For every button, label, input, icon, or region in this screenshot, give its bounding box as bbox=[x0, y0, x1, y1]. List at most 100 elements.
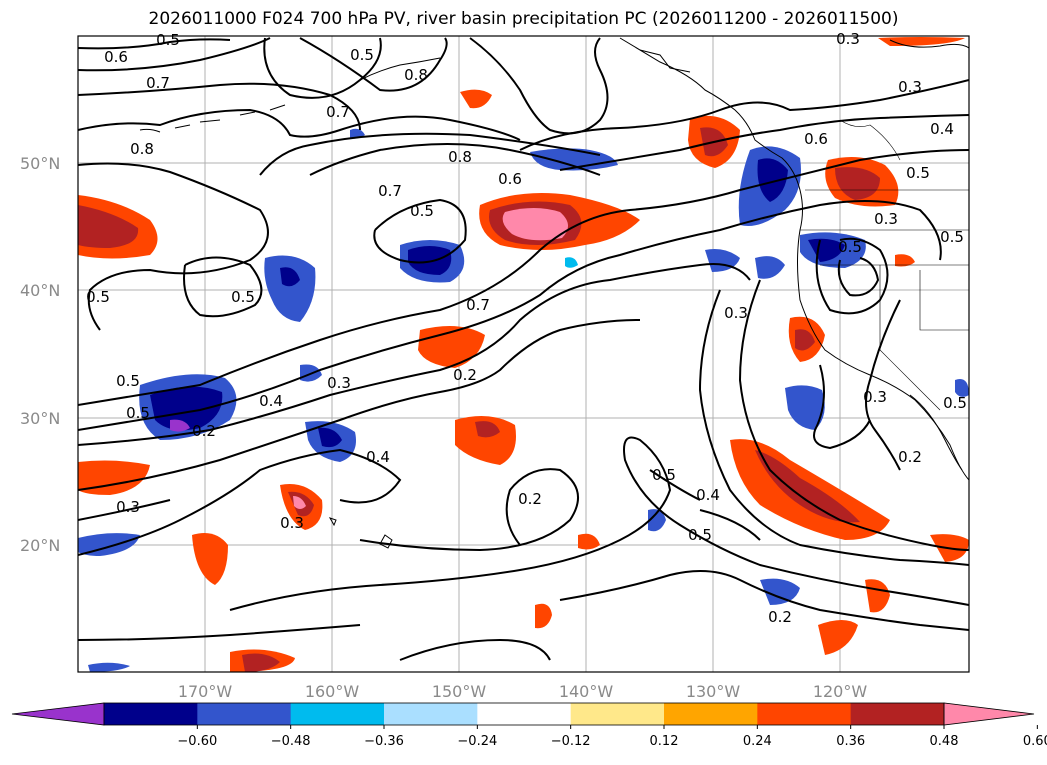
lon-label-130w: 130°W bbox=[686, 682, 741, 701]
pv-contour bbox=[78, 263, 751, 446]
contour-label: 0.3 bbox=[898, 78, 922, 96]
precip-blob bbox=[578, 533, 600, 550]
pv-contour bbox=[78, 162, 269, 331]
precip-blob bbox=[895, 254, 915, 267]
pv-contour bbox=[78, 37, 271, 72]
precip-blob bbox=[475, 421, 500, 438]
pv-contour bbox=[78, 319, 641, 491]
colorbar-tick-label: 0.48 bbox=[930, 734, 959, 749]
colorbar-segment bbox=[197, 703, 292, 725]
contour-label: 0.2 bbox=[768, 608, 792, 626]
boundary bbox=[879, 265, 941, 411]
boundary bbox=[839, 119, 901, 161]
lon-label-160w: 160°W bbox=[305, 682, 360, 701]
contour-label: 0.7 bbox=[326, 103, 350, 121]
precip-blob bbox=[318, 427, 342, 448]
contour-label: 0.4 bbox=[259, 392, 283, 410]
colorbar: −0.60 −0.48 −0.36 −0.24 −0.12 0.12 0.24 0.36 0.4… bbox=[11, 702, 1047, 749]
colorbar-segment bbox=[664, 703, 758, 725]
colorbar-segment bbox=[757, 703, 852, 725]
precip-blob bbox=[535, 603, 552, 629]
precip-blob bbox=[955, 379, 969, 397]
colorbar-tick-label: −0.48 bbox=[271, 734, 311, 749]
contour-label: 0.5 bbox=[943, 394, 967, 412]
pv-contour bbox=[78, 108, 521, 141]
pv-contour bbox=[649, 469, 761, 541]
precip-blob bbox=[192, 532, 228, 585]
contour-label: 0.8 bbox=[404, 66, 428, 84]
pv-contour bbox=[373, 198, 467, 264]
colorbar-tick-label: −0.12 bbox=[551, 734, 591, 749]
pv-contour bbox=[359, 468, 579, 552]
precip-blob bbox=[818, 620, 858, 655]
pv-contour bbox=[865, 299, 901, 471]
pv-contour bbox=[78, 200, 942, 431]
coastline bbox=[909, 394, 963, 471]
colorbar-frame bbox=[103, 702, 945, 726]
pv-contour bbox=[837, 257, 880, 297]
colorbar-segment bbox=[290, 703, 385, 725]
pv-contour bbox=[813, 364, 871, 450]
lon-label-150w: 150°W bbox=[432, 682, 487, 701]
coastline bbox=[889, 39, 969, 49]
pv-contour bbox=[815, 237, 889, 315]
lon-label-120w: 120°W bbox=[813, 682, 868, 701]
pv-contour bbox=[78, 82, 361, 131]
pv-contour bbox=[78, 38, 231, 50]
colorbar-tick-label: −0.60 bbox=[177, 734, 217, 749]
lon-label-140w: 140°W bbox=[559, 682, 614, 701]
precip-blob bbox=[455, 416, 516, 465]
contour-label: 0.5 bbox=[350, 46, 374, 64]
contour-label: 0.5 bbox=[86, 288, 110, 306]
contour-label: 0.8 bbox=[130, 140, 154, 158]
pv-contour bbox=[259, 132, 601, 176]
pv-contour bbox=[399, 638, 551, 661]
contour-label: 0.4 bbox=[930, 120, 954, 138]
map-frame bbox=[77, 35, 970, 673]
coastline bbox=[328, 517, 337, 527]
colorbar-segment bbox=[477, 703, 572, 725]
contour-label-group: 0.5 0.6 0.7 0.8 0.7 0.8 0.7 0.5 0.8 0.6 0.3 0.3 0.6 0… bbox=[86, 30, 967, 626]
pv-contour bbox=[78, 624, 361, 641]
contour-label: 0.3 bbox=[836, 30, 860, 48]
precip-blob bbox=[785, 385, 825, 430]
precip-blob bbox=[242, 653, 280, 672]
contour-label: 0.2 bbox=[453, 366, 477, 384]
pv-contour bbox=[263, 37, 382, 99]
coastlines bbox=[139, 37, 969, 549]
contour-label: 0.6 bbox=[804, 130, 828, 148]
coastline bbox=[379, 534, 393, 549]
colorbar-tick-label: 0.36 bbox=[836, 734, 865, 749]
pv-contour bbox=[559, 114, 969, 171]
precip-blob bbox=[78, 205, 139, 248]
contour-label: 0.3 bbox=[280, 514, 304, 532]
lat-label-40n: 40°N bbox=[20, 281, 60, 300]
colorbar-segment bbox=[384, 703, 478, 725]
contour-label: 0.5 bbox=[838, 238, 862, 256]
precip-blob bbox=[565, 257, 578, 268]
contour-label: 0.5 bbox=[652, 466, 676, 484]
contour-label: 0.7 bbox=[466, 296, 490, 314]
colorbar-segment bbox=[850, 703, 945, 725]
precip-blob bbox=[757, 158, 788, 202]
contour-label: 0.3 bbox=[327, 374, 351, 392]
colorbar-extend-high bbox=[943, 702, 1035, 726]
contour-label: 0.5 bbox=[906, 164, 930, 182]
precip-blob bbox=[280, 267, 300, 287]
contour-label: 0.7 bbox=[146, 74, 170, 92]
pv-contour bbox=[78, 149, 969, 406]
pv-contour bbox=[78, 499, 171, 521]
lat-label-20n: 20°N bbox=[20, 536, 60, 555]
pv-contour bbox=[229, 436, 969, 611]
precip-blob bbox=[460, 89, 492, 109]
contour-label: 0.5 bbox=[231, 288, 255, 306]
contour-label: 0.3 bbox=[874, 210, 898, 228]
pv-contour bbox=[559, 570, 969, 631]
contour-label: 0.5 bbox=[410, 202, 434, 220]
colorbar-extend-low bbox=[11, 702, 105, 726]
contour-label: 0.5 bbox=[126, 404, 150, 422]
contour-label: 0.4 bbox=[696, 486, 720, 504]
precip-blob bbox=[170, 419, 190, 432]
coastline bbox=[619, 37, 969, 481]
boundary bbox=[919, 270, 969, 331]
